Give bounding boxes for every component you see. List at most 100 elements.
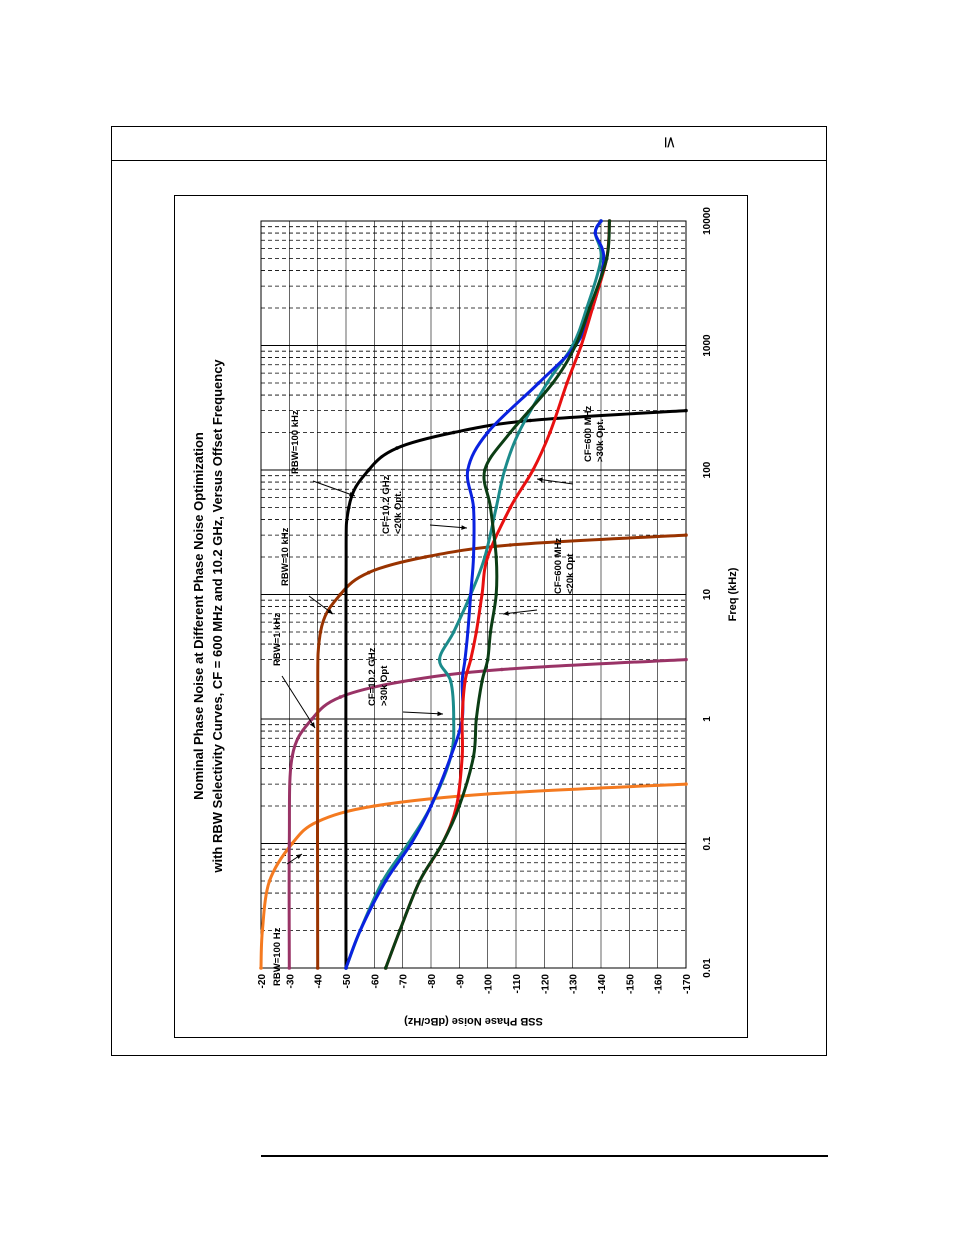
annotation-label: CF=10.2 GHz	[381, 475, 392, 534]
data-point	[508, 430, 513, 435]
data-point	[395, 446, 399, 450]
annotation-leader	[536, 478, 574, 485]
annotation-label: >30k Opt	[379, 665, 390, 706]
chart-subtitle: with RBW Selectivity Curves, CF = 600 MH…	[210, 359, 225, 874]
data-point	[315, 717, 320, 721]
data-point	[485, 657, 490, 662]
data-point	[423, 555, 428, 559]
data-point	[400, 679, 405, 684]
data-point	[684, 533, 688, 537]
annotation-leader	[402, 711, 444, 715]
data-point	[480, 679, 484, 684]
x-tick-label: 10000	[702, 207, 713, 235]
data-point	[287, 966, 292, 970]
annotation-label: <20k Opt	[565, 553, 576, 594]
data-point	[593, 231, 598, 235]
data-point	[460, 754, 465, 759]
data-point	[366, 468, 371, 472]
data-point	[398, 928, 402, 933]
annotation-arrowhead	[296, 854, 302, 859]
y-tick-label: -160	[654, 974, 665, 994]
data-point	[474, 630, 479, 634]
annotation-label: RBW=100 Hz	[272, 927, 283, 986]
annotation-label: CF=600 MHz	[553, 538, 564, 594]
y-tick-label: -150	[625, 974, 636, 994]
data-point	[483, 468, 487, 472]
data-point	[517, 430, 521, 435]
data-point	[310, 717, 314, 721]
data-point	[531, 468, 535, 472]
data-point	[494, 505, 499, 510]
data-point	[463, 657, 467, 662]
x-tick-label: 1	[702, 716, 713, 722]
data-point	[466, 630, 470, 634]
y-tick-label: -20	[257, 974, 268, 989]
data-point	[449, 679, 453, 684]
data-point	[599, 219, 603, 223]
data-point	[383, 879, 388, 883]
x-tick-label: 100	[702, 461, 713, 478]
data-point	[684, 782, 688, 786]
annotation-leader	[312, 480, 356, 497]
data-point	[573, 343, 578, 348]
data-point	[338, 592, 343, 597]
data-point	[451, 717, 456, 721]
data-point	[260, 928, 265, 933]
series-line	[315, 533, 688, 970]
header-symbol: ≤	[661, 135, 681, 150]
y-tick-label: -40	[314, 974, 325, 989]
annotation-leader	[429, 524, 468, 529]
annotation-label: CF=10.2 GHz	[367, 647, 378, 706]
data-point	[409, 841, 413, 846]
data-point	[474, 717, 479, 721]
data-point	[440, 841, 445, 846]
data-point	[449, 754, 453, 759]
y-tick-label: -30	[285, 974, 296, 989]
data-point	[366, 570, 371, 575]
data-point	[417, 879, 422, 883]
footer-rule	[261, 1155, 828, 1157]
data-point	[607, 219, 612, 223]
data-point	[290, 754, 294, 759]
y-tick-label: -50	[342, 974, 353, 989]
data-point	[585, 306, 589, 310]
data-point	[451, 630, 456, 634]
data-point	[502, 468, 507, 472]
data-point	[457, 804, 462, 808]
data-point	[483, 555, 487, 559]
y-tick-label: -120	[540, 974, 551, 994]
data-point	[259, 966, 263, 970]
x-tick-label: 0.01	[702, 958, 713, 978]
data-point	[480, 592, 484, 597]
y-tick-label: -70	[399, 974, 410, 989]
data-point	[468, 592, 473, 597]
x-tick-label: 10	[702, 589, 713, 601]
data-point	[551, 381, 555, 385]
annotation-label: CF=600 MHz	[583, 406, 594, 462]
data-point	[372, 804, 377, 808]
x-tick-label: 0.1	[702, 836, 713, 850]
annotation-leader	[502, 609, 538, 615]
data-point	[338, 695, 343, 699]
data-point	[508, 505, 513, 510]
data-point	[383, 966, 388, 970]
data-point	[267, 879, 272, 883]
data-point	[684, 408, 688, 413]
data-point	[494, 592, 499, 597]
series-line	[384, 219, 611, 970]
y-tick-label: -90	[455, 974, 466, 989]
data-point	[344, 966, 348, 970]
data-point	[287, 841, 292, 846]
x-tick-label: 1000	[702, 334, 713, 357]
data-point	[471, 754, 476, 759]
annotation-arrowhead	[349, 491, 355, 497]
data-point	[684, 657, 688, 662]
y-tick-label: -110	[512, 974, 523, 994]
data-point	[358, 928, 362, 933]
data-point	[500, 667, 504, 672]
data-point	[565, 381, 569, 385]
phase-noise-chart: -20 -30 -40 -50 -60 -70 -80 -90 -100 -110 -120 -130…	[191, 207, 739, 1027]
data-point	[471, 505, 476, 510]
chart-title: Nominal Phase Noise at Different Phase N…	[191, 432, 206, 800]
data-point	[488, 630, 493, 634]
